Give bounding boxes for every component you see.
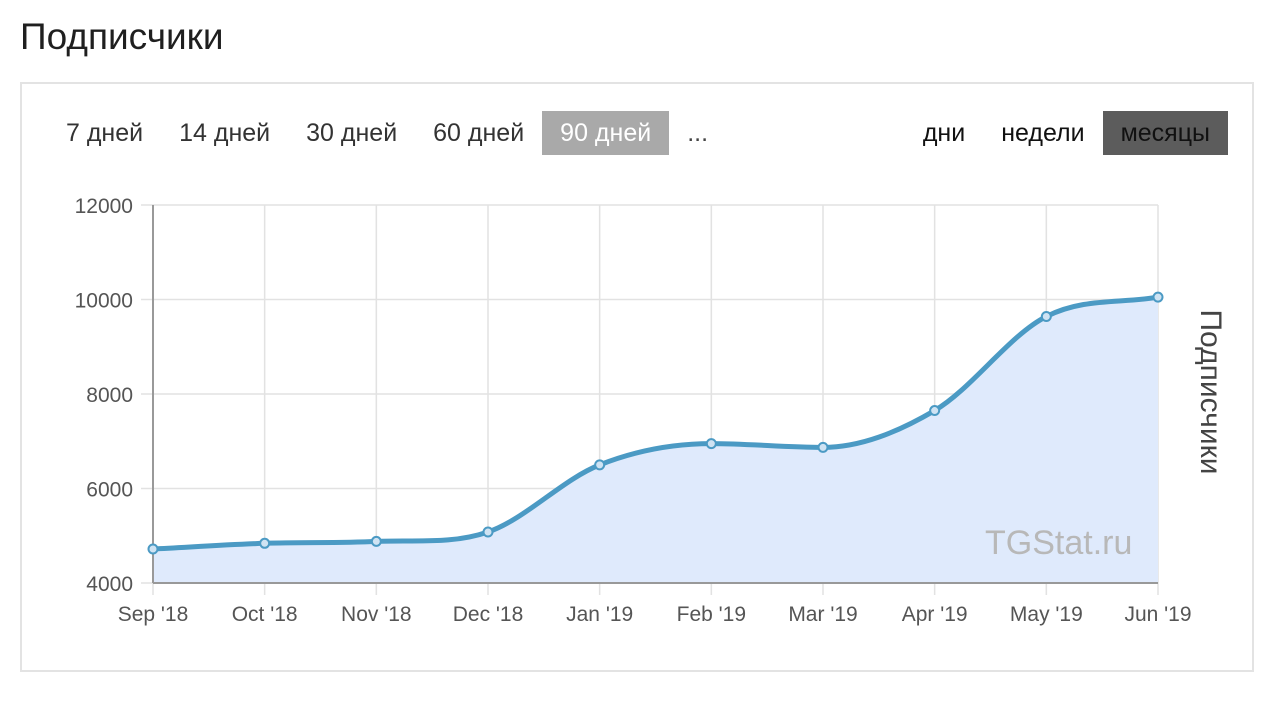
y-tick-label: 8000 (86, 384, 133, 407)
x-tick-label: Feb '19 (677, 603, 746, 626)
data-point[interactable] (1040, 311, 1052, 323)
x-tick-label: Mar '19 (788, 603, 857, 626)
axes (152, 205, 1158, 584)
data-point[interactable] (482, 526, 494, 538)
data-point[interactable] (147, 543, 159, 555)
tab-7-days[interactable]: 7 дней (66, 119, 144, 147)
x-tick-label: May '19 (1010, 603, 1083, 626)
series-area (153, 297, 1158, 583)
tab-more[interactable]: ... (687, 119, 709, 147)
x-tick-label: Apr '19 (902, 603, 968, 626)
tab-months[interactable]: месяцы (1102, 111, 1228, 155)
tab-weeks[interactable]: недели (1001, 119, 1085, 147)
x-tick-label: Oct '18 (232, 603, 298, 626)
data-point[interactable] (370, 535, 382, 547)
scale-tabs: дни недели месяцы (905, 111, 1228, 155)
area-layer (152, 294, 1159, 583)
tick-labels: 4000 6000 8000 10000 12000 Sep '18 Oct '18 Nov … (75, 195, 1192, 626)
y-axis-title: Подписчики (1194, 309, 1227, 475)
tab-60-days[interactable]: 60 дней (433, 119, 525, 147)
tab-30-days[interactable]: 30 дней (306, 119, 398, 147)
tab-14-days[interactable]: 14 дней (179, 119, 271, 147)
tab-90-days[interactable]: 90 дней (542, 111, 670, 155)
y-tick-label: 10000 (75, 290, 133, 313)
y-tick-label: 4000 (86, 573, 133, 596)
data-points[interactable] (147, 291, 1164, 555)
data-point[interactable] (817, 441, 829, 453)
x-tick-label: Nov '18 (341, 603, 412, 626)
data-point[interactable] (929, 405, 941, 417)
data-point[interactable] (594, 459, 606, 471)
x-tick-label: Jan '19 (566, 603, 633, 626)
data-point[interactable] (259, 537, 271, 549)
range-tabs: 7 дней 14 дней 30 дней 60 дней 90 дней .… (48, 111, 726, 155)
data-point[interactable] (705, 438, 717, 450)
y-tick-label: 6000 (86, 479, 133, 502)
y-tick-label: 12000 (75, 195, 133, 218)
tab-days[interactable]: дни (922, 119, 966, 147)
series-line (152, 294, 1159, 552)
x-tick-label: Dec '18 (453, 603, 524, 626)
watermark: TGStat.ru (985, 524, 1133, 562)
x-tick-label: Jun '19 (1124, 603, 1191, 626)
data-point[interactable] (1152, 291, 1164, 303)
x-tick-label: Sep '18 (118, 603, 189, 626)
page-title: Подписчики (20, 16, 224, 57)
